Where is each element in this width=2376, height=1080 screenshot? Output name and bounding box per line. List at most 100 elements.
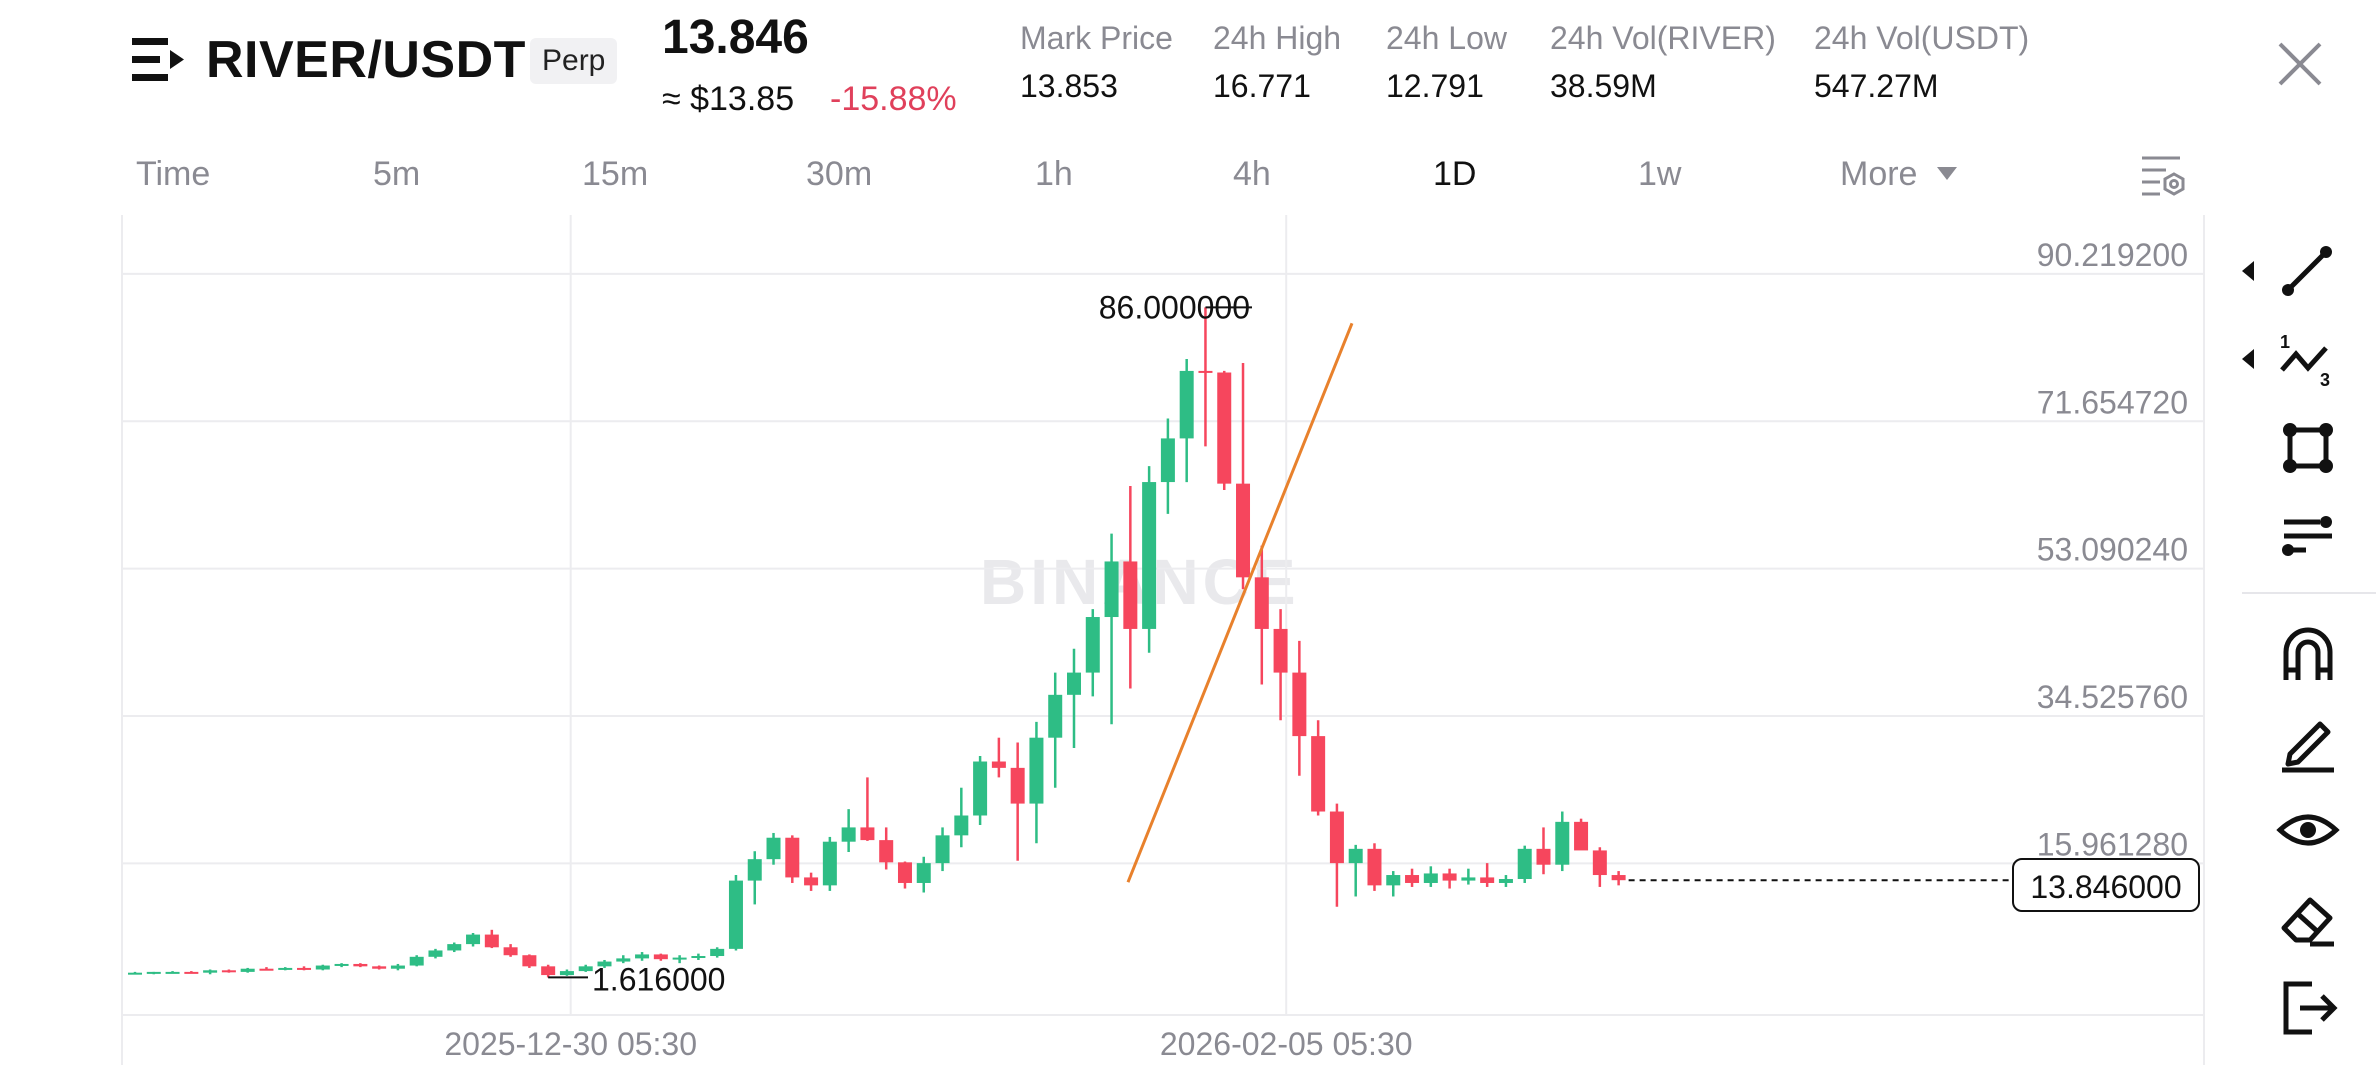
candle-body — [1236, 483, 1251, 578]
candle-body — [841, 827, 856, 842]
x-tick-label: 2026-02-05 05:30 — [1160, 1026, 1413, 1062]
candle — [916, 856, 931, 893]
candle-body — [165, 971, 180, 974]
candle — [897, 861, 912, 889]
shape-icon[interactable] — [2276, 416, 2340, 480]
candle-body — [1160, 438, 1175, 483]
candle — [1085, 609, 1100, 697]
candle-body — [390, 965, 405, 969]
chart-settings-icon[interactable] — [2140, 152, 2188, 200]
candle-body — [297, 967, 312, 970]
candle — [1592, 847, 1607, 887]
candle-body — [578, 966, 593, 972]
candle-body — [1273, 628, 1288, 673]
candle-body — [1555, 821, 1570, 865]
high-24h-value: 16.771 — [1213, 68, 1311, 104]
candle — [1254, 545, 1269, 685]
candle — [1217, 370, 1232, 491]
tab-4h[interactable]: 4h — [1233, 155, 1271, 193]
trendline-icon[interactable] — [2276, 240, 2340, 304]
candle-body — [372, 966, 387, 969]
candle-body — [559, 971, 574, 976]
fib-wave-icon[interactable]: 1 3 — [2276, 328, 2340, 392]
candle-body — [691, 956, 706, 959]
candle — [991, 737, 1006, 778]
candle — [1405, 868, 1420, 887]
magnet-icon[interactable] — [2276, 622, 2340, 686]
candle-body — [466, 934, 481, 945]
tab-30m[interactable]: 30m — [806, 155, 873, 193]
candle — [240, 967, 255, 973]
candle — [1574, 818, 1589, 851]
candle-body — [973, 761, 988, 816]
candle — [334, 963, 349, 968]
candle — [1179, 359, 1194, 483]
y-tick-label: 53.090240 — [2037, 532, 2188, 568]
candle — [1104, 533, 1119, 725]
vol-river-value: 38.59M — [1550, 68, 1657, 104]
candle-body — [1254, 577, 1269, 629]
candle — [1142, 466, 1157, 653]
y-tick-label: 15.961280 — [2037, 826, 2188, 862]
candle — [1292, 640, 1307, 776]
candle-body — [728, 880, 743, 949]
exit-icon[interactable] — [2276, 974, 2340, 1038]
candle — [315, 964, 330, 971]
candle-body — [1480, 877, 1495, 883]
high-annotation: 86.000000 — [1099, 289, 1250, 325]
candle — [635, 952, 650, 961]
candle — [1236, 362, 1251, 590]
indicator-lines-icon[interactable] — [2276, 504, 2340, 568]
tab-time[interactable]: Time — [136, 155, 211, 193]
candle — [954, 787, 969, 848]
svg-text:1: 1 — [2280, 332, 2290, 352]
last-price-label: 13.846000 — [2012, 858, 2200, 912]
eraser-icon[interactable] — [2276, 886, 2340, 950]
candle — [879, 827, 894, 870]
tab-1h[interactable]: 1h — [1035, 155, 1073, 193]
expand-arrow-icon[interactable] — [2242, 349, 2254, 369]
eye-icon[interactable] — [2276, 798, 2340, 862]
candle-body — [409, 956, 424, 966]
tab-1w[interactable]: 1w — [1638, 155, 1682, 193]
tab-5m[interactable]: 5m — [373, 155, 421, 193]
candle — [728, 875, 743, 951]
tab-15m[interactable]: 15m — [582, 155, 649, 193]
candle-body — [522, 955, 537, 967]
candle-body — [1498, 879, 1513, 883]
chevron-down-icon[interactable] — [1937, 167, 1957, 180]
candle-body — [935, 835, 950, 864]
candle-body — [146, 971, 161, 974]
candle-body — [1217, 372, 1232, 484]
candle-body — [1367, 848, 1382, 886]
candle — [372, 965, 387, 970]
candle — [766, 832, 781, 865]
pair-title[interactable]: RIVER/USDT — [206, 31, 526, 89]
expand-arrow-icon[interactable] — [2242, 261, 2254, 281]
candle-body — [1292, 672, 1307, 737]
contract-type-badge: Perp — [530, 38, 618, 84]
candle-body — [822, 841, 837, 886]
pencil-icon[interactable] — [2276, 710, 2340, 774]
tab-more[interactable]: More — [1840, 155, 1918, 193]
candle-body — [1179, 370, 1194, 439]
y-tick-label: 34.525760 — [2037, 679, 2188, 715]
candle — [1067, 648, 1081, 749]
candle — [522, 954, 537, 968]
candle — [1198, 307, 1213, 447]
close-icon[interactable] — [2270, 34, 2330, 94]
candle — [653, 953, 668, 961]
candle-body — [597, 961, 612, 967]
candle — [503, 944, 518, 957]
menu-lines-icon[interactable] — [132, 34, 184, 86]
candle-body — [1010, 767, 1025, 804]
candle — [447, 942, 462, 953]
candle — [672, 955, 687, 964]
low-annotation: 1.616000 — [592, 961, 725, 997]
candle — [860, 777, 875, 841]
candle — [1048, 672, 1063, 788]
candle — [278, 967, 293, 971]
tab-1d[interactable]: 1D — [1433, 155, 1477, 193]
candle — [221, 969, 236, 973]
